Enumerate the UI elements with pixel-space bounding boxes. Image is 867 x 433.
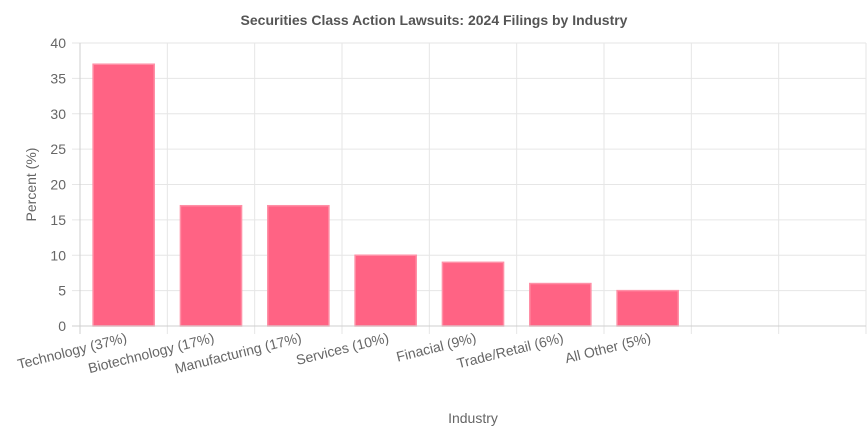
axes: [72, 43, 866, 334]
y-tick-label: 5: [58, 283, 66, 299]
bar[interactable]: [267, 204, 330, 327]
x-tick-label: All Other (5%): [563, 329, 652, 366]
y-tick-label: 10: [50, 247, 66, 263]
y-tick-label: 20: [50, 177, 66, 193]
bar[interactable]: [441, 261, 505, 327]
y-tick-label: 35: [50, 70, 66, 86]
y-tick-label: 40: [50, 35, 66, 51]
y-tick-label: 15: [50, 212, 66, 228]
bar[interactable]: [354, 254, 417, 327]
x-axis-title: Industry: [448, 410, 498, 426]
y-tick-label: 25: [50, 141, 66, 157]
y-tick-labels: 0 5 10 15 20 25 30 35 40: [50, 35, 66, 334]
bars: [92, 63, 679, 327]
y-tick-label: 30: [50, 106, 66, 122]
bar[interactable]: [616, 289, 679, 327]
bar[interactable]: [92, 63, 155, 327]
y-axis-title: Percent (%): [23, 148, 39, 222]
bar[interactable]: [529, 282, 592, 327]
x-tick-labels: Technology (37%)Biotechnology (17%)Manuf…: [16, 329, 653, 376]
chart-title: Securities Class Action Lawsuits: 2024 F…: [241, 12, 628, 28]
y-tick-label: 0: [58, 318, 66, 334]
bar[interactable]: [179, 204, 243, 327]
x-tick-label: Services (10%): [294, 329, 390, 367]
